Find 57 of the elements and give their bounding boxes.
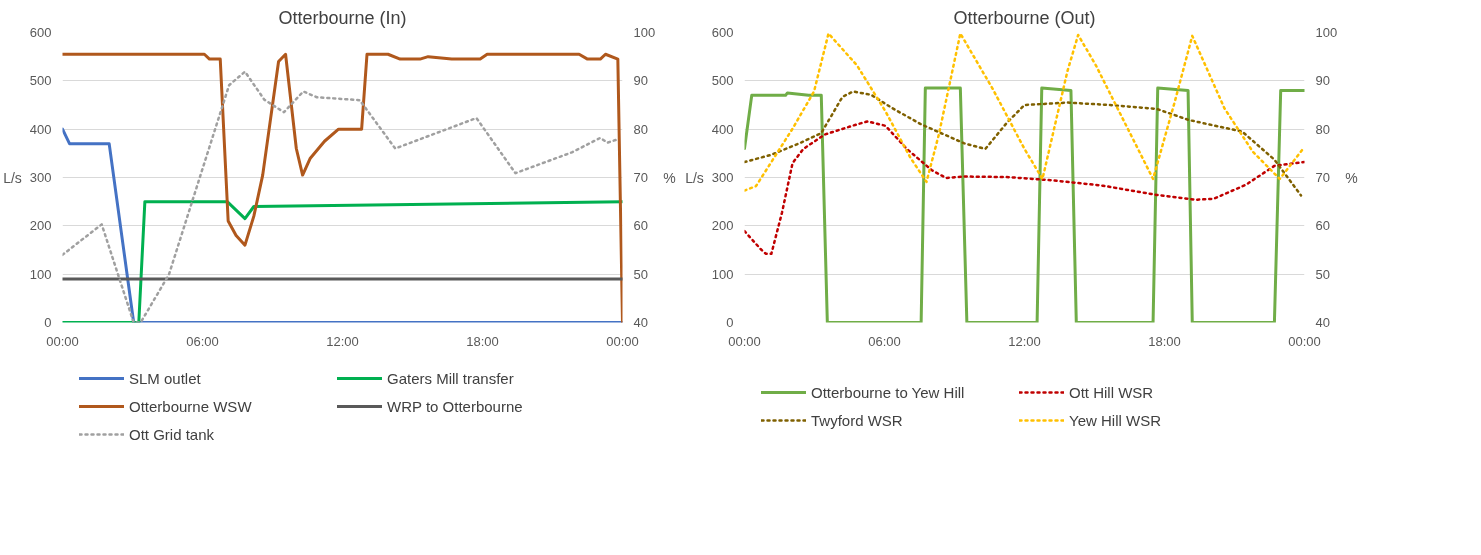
- y-tick-label: 300: [29, 170, 52, 185]
- x-tick-label: 18:00: [466, 333, 499, 349]
- y2-tick-label: 40: [1315, 315, 1330, 330]
- x-tick-label: 00:00: [46, 333, 79, 349]
- y-axis-title: L/s: [3, 169, 22, 186]
- y2-tick-label: 100: [1315, 25, 1338, 40]
- y-tick-label: 300: [711, 170, 734, 185]
- y-tick-label: 200: [711, 218, 734, 234]
- legend-label: SLM outlet: [129, 369, 202, 387]
- y2-tick-label: 80: [633, 121, 648, 137]
- legend-label: Otterbourne WSW: [129, 397, 253, 415]
- x-tick-label: 18:00: [1148, 333, 1181, 349]
- y-tick-label: 200: [29, 218, 52, 234]
- legend-label: WRP to Otterbourne: [387, 397, 524, 415]
- y-tick-label: 100: [711, 266, 734, 282]
- y2-axis-title: %: [663, 169, 676, 186]
- legend-label: Yew Hill WSR: [1069, 411, 1162, 429]
- x-tick-label: 00:00: [728, 333, 761, 349]
- legend-label: Ott Grid tank: [129, 425, 216, 443]
- y-tick-label: 100: [29, 266, 52, 282]
- x-tick-label: 00:00: [606, 333, 639, 349]
- x-tick-label: 06:00: [186, 333, 219, 349]
- chart-title: Otterbourne (Out): [953, 7, 1096, 28]
- line-series: [744, 90, 1303, 197]
- y-axis-title: L/s: [685, 169, 704, 186]
- y2-tick-label: 70: [1315, 170, 1330, 185]
- y2-tick-label: 50: [633, 266, 648, 282]
- y2-tick-label: 50: [1315, 266, 1330, 282]
- y2-tick-label: 60: [1315, 218, 1330, 234]
- y-tick-label: 500: [29, 73, 52, 89]
- y2-tick-label: 80: [1315, 121, 1330, 137]
- y2-tick-label: 90: [1315, 73, 1330, 89]
- y2-tick-label: 60: [633, 218, 648, 234]
- y-tick-label: 600: [711, 25, 734, 40]
- y2-tick-label: 40: [633, 315, 648, 330]
- y-tick-label: 400: [29, 121, 52, 137]
- line-series: [744, 86, 1305, 323]
- y2-axis-title: %: [1345, 169, 1358, 186]
- x-tick-label: 12:00: [1008, 333, 1041, 349]
- y-tick-label: 0: [44, 315, 52, 330]
- y2-tick-label: 90: [633, 73, 648, 89]
- legend-label: Ott Hill WSR: [1069, 383, 1155, 401]
- line-series: [744, 120, 1305, 256]
- y-tick-label: 0: [726, 315, 734, 330]
- line-series: [744, 32, 1305, 192]
- y2-tick-label: 70: [633, 170, 648, 185]
- x-tick-label: 06:00: [868, 333, 901, 349]
- legend-label: Gaters Mill transfer: [387, 369, 515, 387]
- y-tick-label: 400: [711, 121, 734, 137]
- legend-label: Otterbourne to Yew Hill: [811, 383, 966, 401]
- chart-title: Otterbourne (In): [278, 7, 407, 28]
- x-tick-label: 00:00: [1288, 333, 1321, 349]
- x-tick-label: 12:00: [326, 333, 359, 349]
- legend-label: Twyford WSR: [811, 411, 904, 429]
- y-tick-label: 500: [711, 73, 734, 89]
- y2-tick-label: 100: [633, 25, 656, 40]
- y-tick-label: 600: [29, 25, 52, 40]
